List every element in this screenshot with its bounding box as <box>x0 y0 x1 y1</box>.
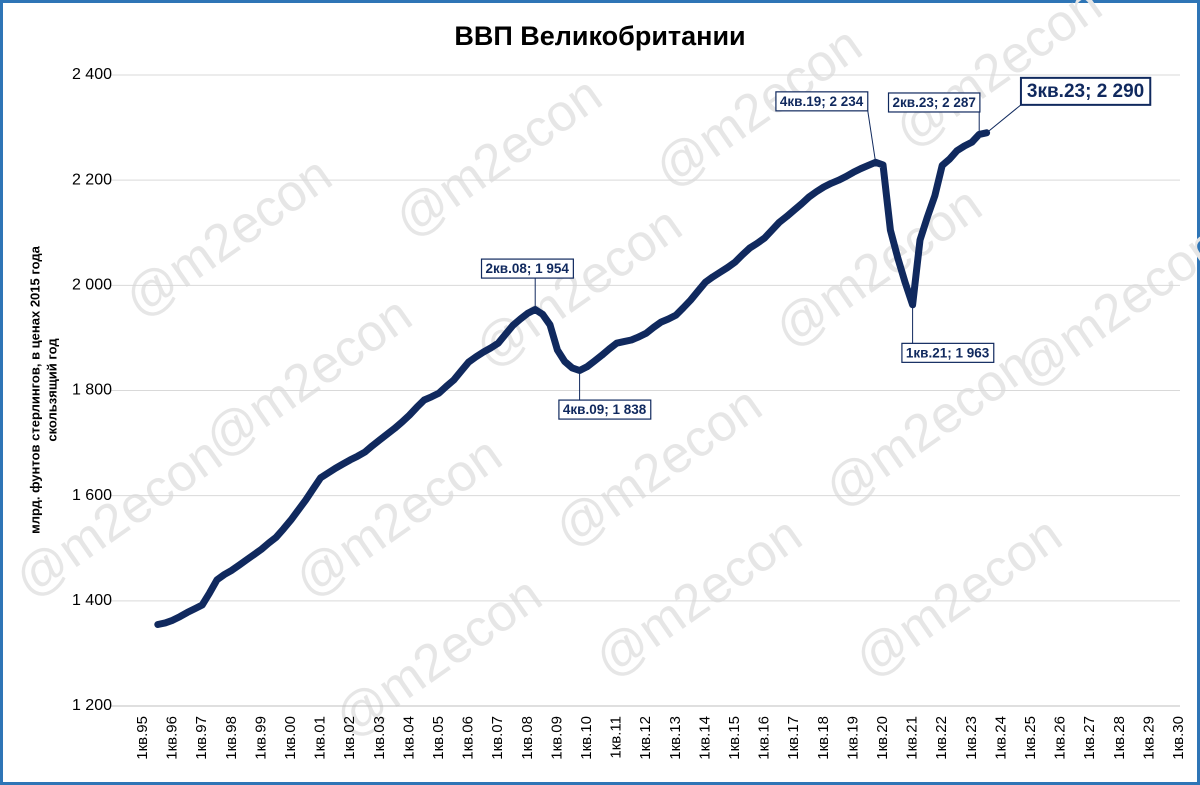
y-axis-label: млрд. фунтов стерлингов, в ценах 2015 го… <box>27 245 42 533</box>
x-tick-label: 1кв.25 <box>1022 716 1039 760</box>
x-tick-label: 1кв.24 <box>992 716 1009 760</box>
data-label-group: 4кв.19; 2 234 <box>775 91 877 163</box>
label-box <box>887 92 981 113</box>
x-tick-label: 1кв.03 <box>371 716 388 760</box>
x-tick-label: 1кв.09 <box>548 716 565 760</box>
y-axis-label: скользящий год <box>44 338 59 442</box>
x-tick-label: 1кв.30 <box>1170 716 1187 760</box>
data-label: 3кв.23; 2 290 <box>1027 81 1144 102</box>
x-tick-label: 1кв.21 <box>904 716 921 760</box>
x-tick-label: 1кв.95 <box>134 716 151 760</box>
data-label-group: 1кв.21; 1 963 <box>901 304 995 363</box>
label-box <box>480 258 574 279</box>
x-tick-label: 1кв.18 <box>815 716 832 760</box>
x-tick-label: 1кв.14 <box>696 716 713 760</box>
data-line <box>154 129 991 628</box>
y-tick-label: 2 400 <box>72 66 112 83</box>
x-tick-label: 1кв.23 <box>963 716 980 760</box>
data-label-group: 3кв.23; 2 290 <box>986 76 1152 134</box>
x-tick-label: 1кв.99 <box>252 716 269 760</box>
x-tick-label: 1кв.96 <box>164 716 181 760</box>
x-tick-label: 1кв.98 <box>223 716 240 760</box>
y-tick-label: 2 200 <box>72 171 112 188</box>
x-tick-label: 1кв.28 <box>1111 716 1128 760</box>
x-tick-label: 1кв.17 <box>785 716 802 760</box>
x-tick-label: 1кв.26 <box>1052 716 1069 760</box>
data-label-group: 2кв.23; 2 287 <box>887 92 981 135</box>
x-tick-label: 1кв.02 <box>341 716 358 760</box>
x-tick-label: 1кв.06 <box>460 716 477 760</box>
label-box <box>1019 76 1152 106</box>
data-label-group: 2кв.08; 1 954 <box>480 258 574 310</box>
label-box <box>775 91 869 112</box>
x-tick-label: 1кв.19 <box>844 716 861 760</box>
x-tick-label: 1кв.97 <box>193 716 210 760</box>
chart-title: ВВП Великобритании <box>454 21 745 51</box>
y-tick-label: 1 200 <box>72 697 112 714</box>
x-tick-label: 1кв.27 <box>1081 716 1098 760</box>
y-tick-label: 1 400 <box>72 592 112 609</box>
y-tick-label: 2 000 <box>72 277 112 294</box>
data-label: 2кв.23; 2 287 <box>893 95 976 110</box>
y-tick-label: 1 600 <box>72 487 112 504</box>
y-tick-label: 1 800 <box>72 382 112 399</box>
data-label: 1кв.21; 1 963 <box>906 345 990 360</box>
x-tick-label: 1кв.05 <box>430 716 447 760</box>
data-label: 4кв.19; 2 234 <box>780 94 864 109</box>
x-tick-label: 1кв.12 <box>637 716 654 760</box>
x-tick-label: 1кв.16 <box>756 716 773 760</box>
x-tick-label: 1кв.20 <box>874 716 891 760</box>
x-tick-label: 1кв.04 <box>400 716 417 760</box>
x-tick-label: 1кв.11 <box>608 716 625 759</box>
x-tick-label: 1кв.10 <box>578 716 595 760</box>
x-tick-label: 1кв.15 <box>726 716 743 760</box>
x-tick-label: 1кв.00 <box>282 716 299 760</box>
leader-line <box>867 110 877 163</box>
label-box <box>901 342 995 363</box>
x-tick-label: 1кв.13 <box>667 716 684 760</box>
x-tick-label: 1кв.22 <box>933 716 950 760</box>
x-tick-label: 1кв.01 <box>312 716 329 760</box>
x-tick-label: 1кв.07 <box>489 716 506 760</box>
data-label: 4кв.09; 1 838 <box>563 402 647 417</box>
leader-line <box>986 104 1022 134</box>
data-label-group: 4кв.09; 1 838 <box>558 370 652 420</box>
x-tick-label: 1кв.29 <box>1140 716 1157 760</box>
label-box <box>558 399 652 420</box>
data-label: 2кв.08; 1 954 <box>486 261 570 276</box>
x-tick-label: 1кв.08 <box>519 716 536 760</box>
